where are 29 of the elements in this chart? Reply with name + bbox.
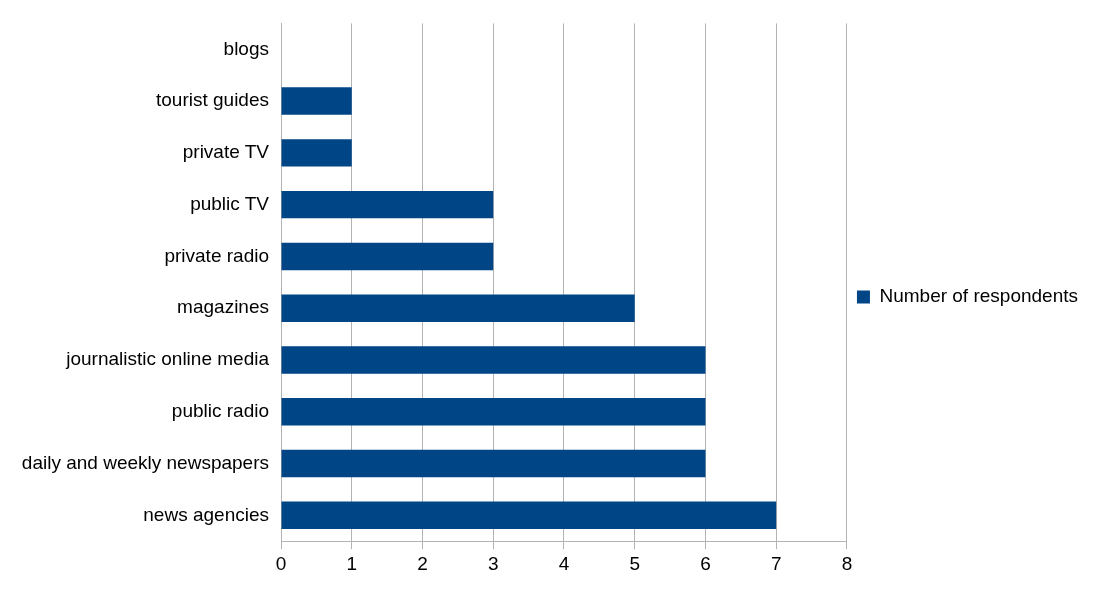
y-tick-label: journalistic online media [65, 348, 270, 370]
x-tick-label: 7 [770, 552, 782, 574]
y-tick-label: public TV [190, 192, 270, 214]
bar [281, 139, 352, 167]
x-tick-label: 5 [629, 552, 641, 574]
y-tick-label: magazines [177, 296, 269, 318]
bar [281, 190, 494, 219]
x-tick-label: 0 [275, 552, 287, 574]
bar [281, 242, 494, 271]
bar [281, 346, 706, 374]
x-tick-label: 1 [346, 552, 358, 574]
x-tick-label: 6 [700, 552, 711, 574]
bar [281, 398, 706, 426]
y-tick-label: private TV [182, 141, 270, 163]
y-tick-label: blogs [223, 37, 269, 59]
bar [281, 87, 352, 115]
x-tick-label: 3 [487, 552, 499, 574]
x-tick-label: 8 [841, 552, 853, 574]
y-tick-label: tourist guides [155, 89, 269, 111]
x-tick-label: 2 [417, 552, 428, 574]
x-tick-label: 4 [558, 552, 570, 574]
bar [281, 294, 635, 322]
y-tick-label: daily and weekly newspapers [21, 451, 269, 473]
bar [281, 501, 777, 530]
bar [281, 449, 706, 478]
y-tick-label: news agencies [143, 503, 269, 525]
y-tick-label: public radio [171, 399, 269, 421]
legend-label: Number of respondents [879, 285, 1079, 307]
y-tick-label: private radio [164, 244, 269, 266]
